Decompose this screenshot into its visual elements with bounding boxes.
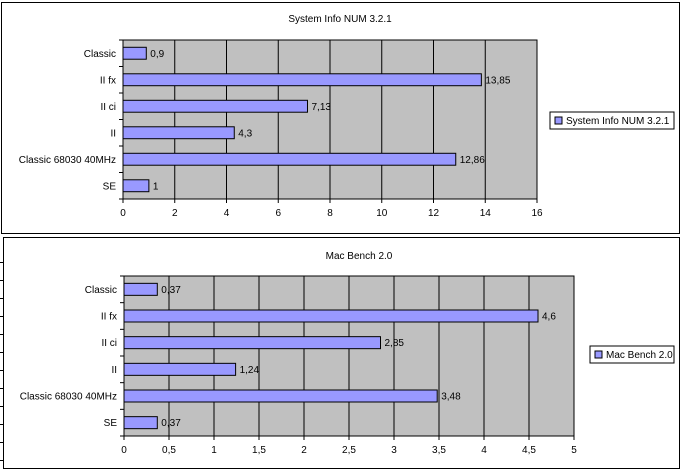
category-label: II bbox=[111, 365, 117, 376]
gutter-tick bbox=[0, 262, 3, 263]
data-label: 12,86 bbox=[460, 155, 485, 166]
gutter-tick bbox=[0, 460, 3, 461]
x-tick-label: 16 bbox=[531, 208, 543, 219]
gutter-tick bbox=[0, 298, 3, 299]
data-label: 3,48 bbox=[441, 392, 461, 403]
gutter-tick bbox=[0, 280, 3, 281]
category-label: Classic 68030 40MHz bbox=[20, 392, 117, 403]
data-label: 4,6 bbox=[542, 312, 556, 323]
gutter-tick bbox=[0, 370, 3, 371]
legend-swatch bbox=[594, 350, 603, 359]
data-label: 1,24 bbox=[240, 365, 260, 376]
gutter-tick bbox=[0, 424, 3, 425]
x-tick-label: 0 bbox=[120, 208, 126, 219]
category-label: Classic bbox=[85, 285, 117, 296]
legend-swatch bbox=[554, 116, 563, 125]
category-label: Classic bbox=[84, 49, 116, 60]
gutter-tick bbox=[0, 316, 3, 317]
legend-box-system-info bbox=[549, 111, 675, 130]
x-tick-label: 12 bbox=[428, 208, 440, 219]
category-label: II ci bbox=[101, 338, 117, 349]
bar bbox=[123, 336, 381, 350]
data-label: 0,9 bbox=[150, 49, 164, 60]
x-tick-label: 4 bbox=[224, 208, 230, 219]
x-tick-label: 10 bbox=[376, 208, 388, 219]
x-tick-label: 2,5 bbox=[342, 445, 356, 456]
category-label: II fx bbox=[100, 75, 116, 86]
bar bbox=[123, 309, 539, 323]
x-tick-label: 1 bbox=[211, 445, 217, 456]
bar bbox=[123, 362, 237, 376]
legend-label: System Info NUM 3.2.1 bbox=[566, 116, 670, 127]
bar bbox=[122, 46, 147, 60]
bar bbox=[122, 99, 308, 113]
bar bbox=[122, 126, 235, 140]
chart-title-mac-bench: Mac Bench 2.0 bbox=[326, 251, 393, 262]
x-tick-label: 2 bbox=[301, 445, 307, 456]
gutter-tick bbox=[0, 442, 3, 443]
chart-title-system-info: System Info NUM 3.2.1 bbox=[288, 14, 392, 25]
legend-label: Mac Bench 2.0 bbox=[606, 350, 673, 361]
data-label: 0,37 bbox=[161, 418, 181, 429]
bar bbox=[122, 179, 150, 193]
category-label: SE bbox=[104, 418, 118, 429]
x-tick-label: 8 bbox=[327, 208, 333, 219]
category-label: II fx bbox=[101, 312, 117, 323]
data-label: 0,37 bbox=[161, 285, 181, 296]
bar bbox=[123, 416, 158, 430]
x-tick-label: 0 bbox=[121, 445, 127, 456]
bar bbox=[123, 282, 158, 296]
gutter-tick bbox=[0, 388, 3, 389]
bar bbox=[122, 73, 482, 87]
category-label: II ci bbox=[100, 102, 116, 113]
data-label: 7,13 bbox=[311, 102, 331, 113]
bar bbox=[123, 389, 438, 403]
data-label: 2,85 bbox=[385, 338, 405, 349]
x-tick-label: 0,5 bbox=[162, 445, 176, 456]
x-tick-label: 3,5 bbox=[432, 445, 446, 456]
x-tick-label: 5 bbox=[571, 445, 577, 456]
x-tick-label: 14 bbox=[480, 208, 492, 219]
x-tick-label: 3 bbox=[391, 445, 397, 456]
x-tick-label: 1,5 bbox=[252, 445, 266, 456]
data-label: 13,85 bbox=[485, 75, 510, 86]
category-label: II bbox=[110, 128, 116, 139]
legend-box-mac-bench bbox=[589, 345, 675, 364]
bar bbox=[122, 152, 457, 166]
category-label: SE bbox=[103, 181, 117, 192]
gutter-tick bbox=[0, 352, 3, 353]
gutter-tick bbox=[0, 406, 3, 407]
category-label: Classic 68030 40MHz bbox=[19, 155, 116, 166]
x-tick-label: 4 bbox=[481, 445, 487, 456]
x-tick-label: 4,5 bbox=[522, 445, 536, 456]
x-tick-label: 2 bbox=[172, 208, 178, 219]
x-tick-label: 6 bbox=[275, 208, 281, 219]
data-label: 1 bbox=[153, 181, 159, 192]
data-label: 4,3 bbox=[238, 128, 252, 139]
gutter-tick bbox=[0, 334, 3, 335]
